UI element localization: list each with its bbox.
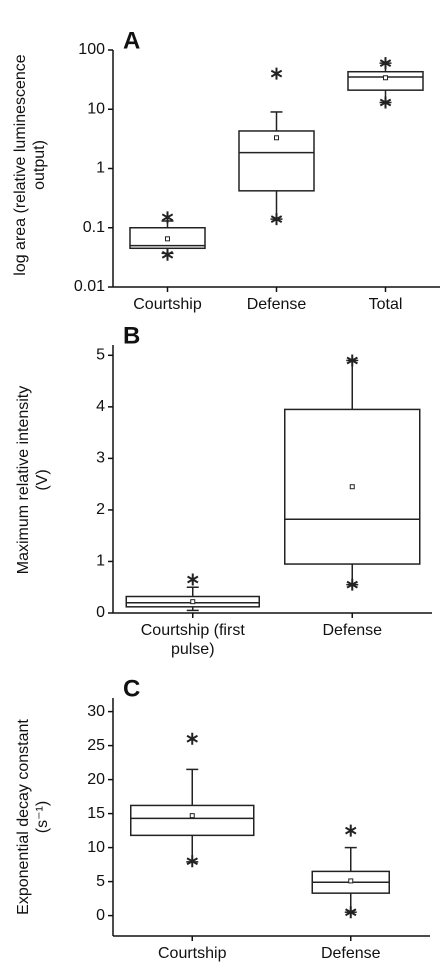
- mean: [383, 75, 388, 81]
- y-tick-label: 0: [96, 907, 105, 924]
- box: [238, 130, 315, 192]
- panel-label: C: [123, 675, 140, 702]
- outlier: [187, 573, 199, 586]
- y-tick-label: 10: [87, 100, 105, 117]
- outlier: [346, 354, 358, 367]
- y-tick-label: 2: [96, 501, 105, 518]
- x-tick-label: Defense: [322, 622, 383, 639]
- y-tick-label: 5: [96, 873, 105, 890]
- y-tick-label: 1: [96, 553, 105, 570]
- outlier: [379, 57, 392, 70]
- y-tick-label: 1: [96, 160, 105, 177]
- outlier: [270, 67, 283, 80]
- y-tick-label: 4: [96, 398, 105, 415]
- outlier: [186, 732, 198, 745]
- box: [130, 804, 255, 837]
- y-tick-label: 25: [87, 737, 105, 754]
- outlier: [345, 906, 357, 919]
- outlier: [186, 855, 198, 868]
- x-tick-label: Courtship: [133, 296, 202, 313]
- y-axis-label: Exponential decay constant (s⁻¹): [15, 719, 51, 915]
- outlier: [161, 211, 174, 224]
- mean: [165, 236, 170, 242]
- x-tick-label: Courtship: [158, 945, 227, 962]
- outlier: [379, 96, 392, 109]
- y-tick-label: 30: [87, 703, 105, 720]
- y-tick-label: 5: [96, 347, 105, 364]
- mean: [274, 135, 279, 141]
- panel-label: B: [123, 322, 140, 349]
- outlier: [345, 824, 357, 837]
- x-tick-label: Defense: [246, 296, 307, 313]
- panel-label: A: [123, 27, 140, 54]
- y-tick-label: 100: [78, 41, 105, 58]
- outlier: [346, 578, 358, 591]
- mean: [349, 484, 355, 490]
- mean: [190, 599, 196, 605]
- x-tick-label: Total: [368, 296, 403, 313]
- mean: [348, 878, 354, 884]
- box: [347, 70, 424, 91]
- y-tick-label: 3: [96, 450, 105, 467]
- y-tick-label: 0: [96, 604, 105, 621]
- x-tick-label: Courtship (first pulse): [140, 622, 245, 658]
- x-tick-label: Defense: [320, 945, 381, 962]
- outlier: [270, 213, 283, 226]
- y-tick-label: 0.1: [83, 219, 105, 236]
- outlier: [161, 248, 174, 261]
- mean: [189, 813, 195, 819]
- y-tick-label: 0.01: [74, 278, 105, 295]
- y-tick-label: 10: [87, 839, 105, 856]
- y-tick-label: 20: [87, 771, 105, 788]
- y-axis-label: Maximum relative intensity (V): [15, 385, 51, 575]
- y-axis-label: log area (relative luminescence output): [12, 54, 48, 276]
- y-tick-label: 15: [87, 805, 105, 822]
